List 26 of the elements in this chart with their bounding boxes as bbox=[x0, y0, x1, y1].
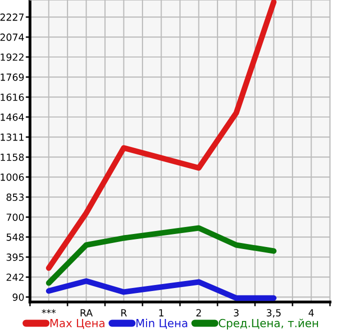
x-tick-label: R bbox=[121, 309, 127, 316]
y-tick-label: 853 bbox=[6, 194, 24, 201]
y-tick-label: 2227 bbox=[0, 14, 24, 21]
x-tick-label: 2 bbox=[196, 309, 201, 316]
y-tick-label: 395 bbox=[6, 254, 24, 261]
y-tick-label: 1311 bbox=[0, 134, 24, 141]
y-tick-label: 242 bbox=[6, 274, 24, 281]
legend-label: Max Цена bbox=[50, 319, 104, 329]
y-tick-label: 700 bbox=[6, 214, 24, 221]
x-tick-label: 1 bbox=[159, 309, 164, 316]
y-tick-label: 1616 bbox=[0, 94, 24, 101]
y-tick-label: 1158 bbox=[0, 154, 24, 161]
x-tick-label: RA bbox=[80, 309, 93, 316]
y-tick-label: 548 bbox=[6, 233, 24, 241]
x-tick-label: 3 bbox=[234, 309, 239, 316]
y-tick-label: 1922 bbox=[0, 53, 24, 61]
x-tick-label: 3,5 bbox=[266, 309, 281, 318]
y-tick-label: 1006 bbox=[0, 173, 24, 181]
y-tick-label: 2074 bbox=[0, 34, 24, 41]
y-tick-label: 1464 bbox=[0, 113, 24, 121]
x-tick-label: *** bbox=[42, 309, 56, 314]
legend-label: Min Цена bbox=[136, 318, 188, 329]
legend-label: Сред.Цена, т.йен bbox=[218, 318, 318, 330]
y-tick-label: 90 bbox=[12, 294, 24, 301]
x-tick-label: 4 bbox=[308, 309, 314, 316]
y-tick-label: 1769 bbox=[0, 74, 24, 81]
